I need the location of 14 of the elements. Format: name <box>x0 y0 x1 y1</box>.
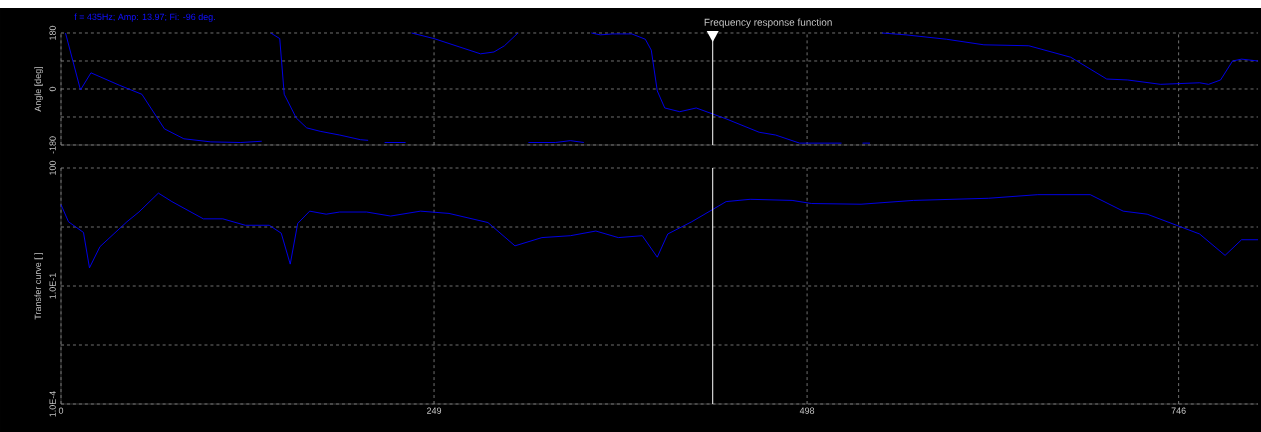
x-tick-label: 249 <box>427 407 442 414</box>
y-tick-label: 1.0E-1 <box>49 273 56 299</box>
y-tick-label: 1.0E-4 <box>49 391 56 417</box>
y-axis-title: Transfer curve [ ] <box>34 252 43 320</box>
x-tick-label: 0 <box>58 407 64 414</box>
y-axis-title: Angle [deg] <box>34 66 43 112</box>
text: f = 435Hz; Amp: 13.97; Fi: -96 deg. <box>74 13 215 22</box>
chart-title: Frequency response function <box>704 18 832 28</box>
y-tick-label: 100 <box>49 160 56 175</box>
x-tick-label: 746 <box>1171 407 1186 414</box>
y-tick-label: 180 <box>49 25 56 40</box>
x-tick-label: 498 <box>799 407 815 414</box>
y-tick-label: 0 <box>49 86 56 92</box>
y-tick-label: -180 <box>49 136 56 154</box>
